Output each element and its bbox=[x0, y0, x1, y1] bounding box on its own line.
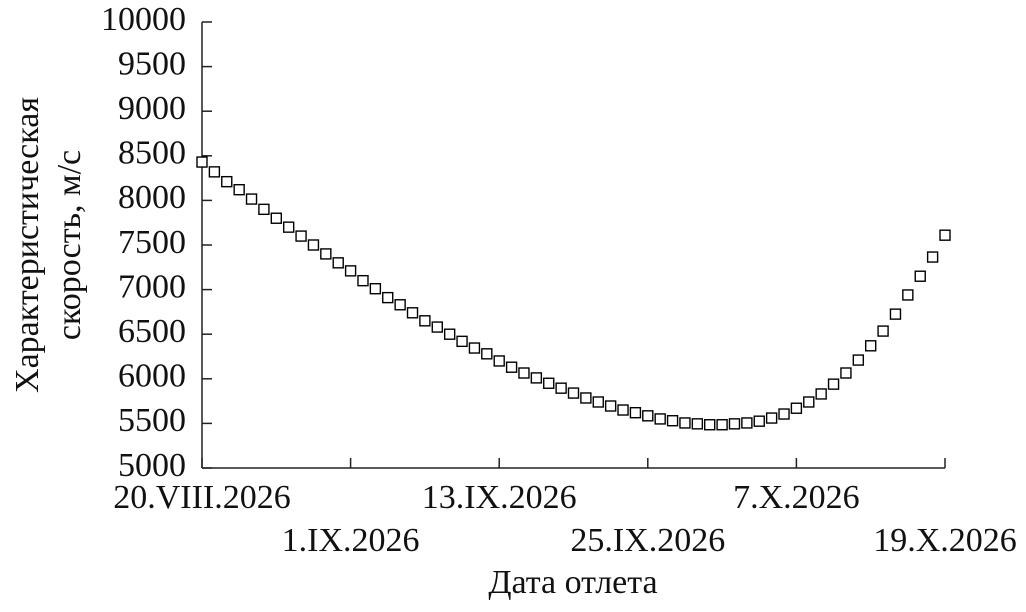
x-tick-label: 7.X.2026 bbox=[733, 479, 860, 516]
y-tick-label: 5000 bbox=[118, 447, 186, 484]
marker bbox=[196, 156, 208, 168]
marker bbox=[481, 348, 493, 360]
marker bbox=[716, 419, 728, 431]
y-tick-label: 8000 bbox=[118, 179, 186, 216]
marker bbox=[592, 396, 604, 408]
marker bbox=[307, 239, 320, 251]
marker bbox=[778, 408, 790, 420]
marker bbox=[617, 404, 629, 416]
marker bbox=[394, 299, 406, 311]
marker bbox=[456, 335, 468, 348]
marker bbox=[580, 392, 592, 404]
marker bbox=[753, 415, 765, 427]
marker bbox=[728, 418, 741, 430]
marker bbox=[505, 361, 518, 373]
x-axis-label: Дата отлета bbox=[488, 564, 657, 601]
marker bbox=[369, 283, 382, 295]
marker bbox=[629, 406, 642, 419]
marker bbox=[704, 419, 716, 431]
marker bbox=[765, 412, 778, 424]
marker bbox=[654, 413, 666, 425]
marker bbox=[803, 396, 815, 408]
marker bbox=[419, 315, 431, 327]
y-tick-label: 9500 bbox=[118, 45, 186, 82]
marker bbox=[357, 274, 369, 287]
marker bbox=[518, 367, 530, 379]
marker bbox=[914, 270, 926, 282]
marker bbox=[666, 415, 679, 427]
y-tick-label: 9000 bbox=[118, 90, 186, 127]
marker bbox=[443, 328, 456, 340]
marker bbox=[889, 308, 902, 320]
y-axis-label: скорость, м/с bbox=[51, 150, 88, 340]
marker bbox=[877, 325, 889, 337]
marker bbox=[295, 230, 307, 242]
marker bbox=[865, 340, 877, 352]
y-tick-label: 6000 bbox=[118, 358, 186, 395]
marker bbox=[926, 251, 939, 263]
y-tick-label: 8500 bbox=[118, 135, 186, 172]
marker bbox=[208, 166, 221, 178]
marker bbox=[431, 321, 443, 333]
marker bbox=[320, 248, 332, 260]
y-tick-label: 10000 bbox=[101, 1, 186, 38]
marker bbox=[840, 367, 852, 379]
marker bbox=[790, 402, 803, 414]
x-tick-label: 19.X.2026 bbox=[873, 522, 1017, 559]
marker bbox=[691, 418, 704, 430]
marker bbox=[530, 372, 543, 384]
marker bbox=[642, 410, 654, 422]
x-tick-label: 1.IX.2026 bbox=[282, 522, 420, 559]
x-tick-label: 13.IX.2026 bbox=[422, 479, 577, 516]
y-axis-label: Характеристическая bbox=[9, 97, 46, 393]
marker bbox=[555, 382, 567, 394]
marker bbox=[741, 417, 753, 429]
x-tick-label: 20.VIII.2026 bbox=[113, 479, 291, 516]
x-tick-label: 25.IX.2026 bbox=[570, 522, 725, 559]
marker bbox=[815, 388, 827, 400]
marker bbox=[567, 387, 580, 399]
marker bbox=[543, 377, 555, 389]
marker bbox=[406, 307, 419, 319]
marker bbox=[382, 291, 394, 304]
marker bbox=[468, 342, 481, 354]
marker bbox=[493, 355, 505, 367]
marker bbox=[245, 193, 258, 205]
marker bbox=[604, 400, 617, 412]
marker bbox=[852, 354, 865, 366]
y-tick-label: 7000 bbox=[118, 268, 186, 305]
marker bbox=[258, 203, 270, 216]
y-tick-label: 7500 bbox=[118, 224, 186, 261]
marker bbox=[221, 175, 233, 188]
marker bbox=[344, 265, 357, 277]
marker bbox=[233, 183, 245, 196]
marker bbox=[827, 378, 840, 390]
y-tick-label: 5500 bbox=[118, 402, 186, 439]
marker bbox=[282, 221, 295, 233]
marker bbox=[679, 417, 691, 429]
marker bbox=[332, 257, 344, 269]
marker bbox=[270, 212, 282, 224]
marker bbox=[939, 229, 951, 241]
marker bbox=[902, 289, 914, 301]
y-tick-label: 6500 bbox=[118, 313, 186, 350]
